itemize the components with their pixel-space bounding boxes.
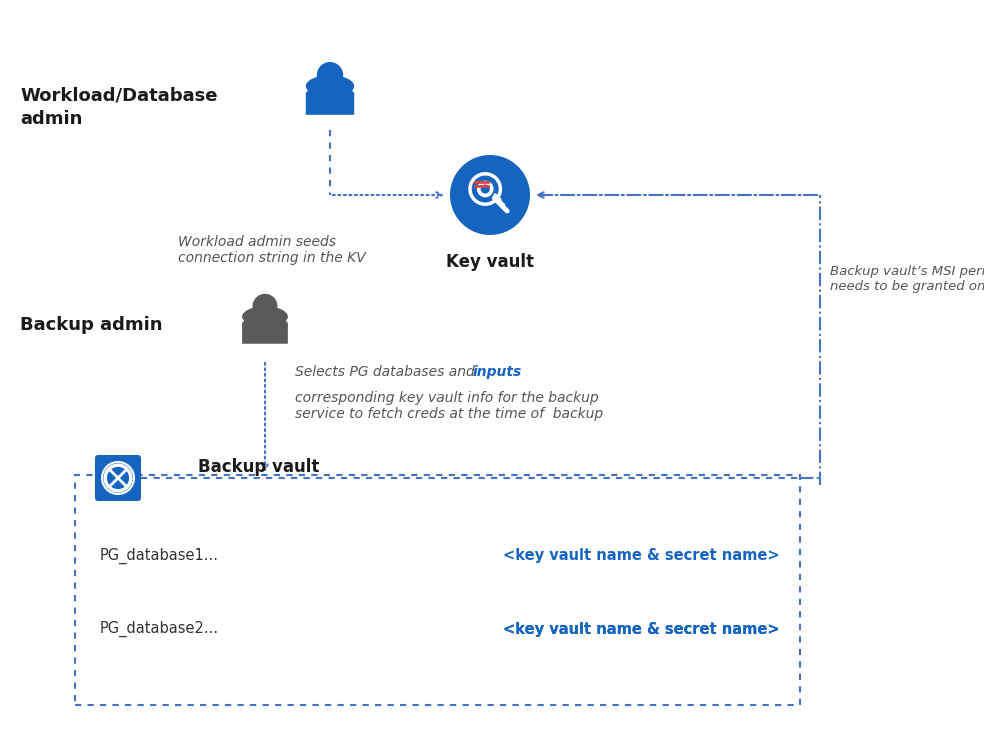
Ellipse shape: [306, 76, 354, 97]
Text: Workload/Database: Workload/Database: [20, 86, 217, 104]
PathPatch shape: [306, 86, 354, 115]
FancyBboxPatch shape: [95, 455, 141, 501]
Text: inputs: inputs: [473, 365, 523, 379]
Text: PG_database1...: PG_database1...: [100, 547, 219, 563]
Text: Backup vault’s MSI permission
needs to be granted on the KV: Backup vault’s MSI permission needs to b…: [830, 265, 984, 293]
Bar: [75, 475, 800, 705]
Text: Backup vault: Backup vault: [198, 458, 320, 476]
Text: Key vault: Key vault: [446, 253, 534, 271]
Circle shape: [317, 62, 343, 88]
Text: <key vault name & secret name>: <key vault name & secret name>: [504, 621, 780, 636]
Text: <key vault name & secret name>: <key vault name & secret name>: [504, 621, 780, 636]
Text: Workload admin seeds
connection string in the KV: Workload admin seeds connection string i…: [178, 235, 366, 265]
Circle shape: [450, 155, 530, 235]
Text: <key vault name & secret name>: <key vault name & secret name>: [504, 548, 780, 563]
PathPatch shape: [242, 316, 288, 344]
Circle shape: [477, 180, 494, 197]
Text: admin: admin: [20, 110, 83, 128]
Text: Selects PG databases and: Selects PG databases and: [295, 365, 479, 379]
Ellipse shape: [242, 307, 288, 327]
Text: Backup admin: Backup admin: [20, 316, 162, 334]
Text: PG_database2...: PG_database2...: [100, 621, 219, 637]
Text: corresponding key vault info for the backup
service to fetch creds at the time o: corresponding key vault info for the bac…: [295, 391, 603, 421]
Circle shape: [480, 184, 490, 193]
Circle shape: [253, 294, 277, 319]
